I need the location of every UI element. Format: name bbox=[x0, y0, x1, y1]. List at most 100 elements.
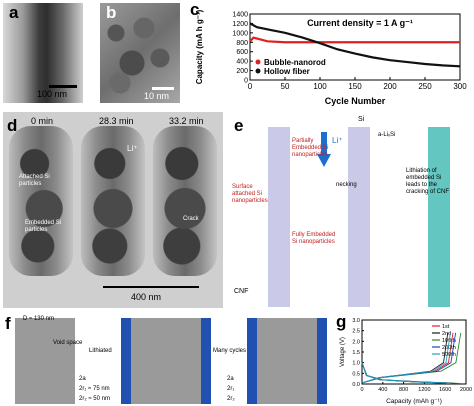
e-text-li: Li⁺ bbox=[332, 136, 343, 145]
x-tick-label: 200 bbox=[383, 82, 397, 91]
tem-frame-2 bbox=[153, 126, 217, 276]
legend-marker bbox=[255, 59, 261, 65]
panel-c-capacity-chart: c 0 50 100 150 200 250 300 0 200 400 600 800 1000 120… bbox=[190, 0, 474, 108]
annot-embedded: Embedded Si particles bbox=[25, 220, 62, 233]
panel-b-tem-image: b 10 nm bbox=[100, 3, 180, 103]
legend-label: Bubble-nanorod bbox=[264, 58, 326, 67]
panel-g-voltage-chart: g 0 400 800 1200 1600 2000 0.0 0.5 1.0 1.5 2.0 2.5 3… bbox=[336, 312, 474, 406]
x-axis-label: Capacity (mAh g⁻¹) bbox=[386, 398, 442, 405]
f-text: 2r₁ ≈ 75 nm bbox=[79, 386, 110, 392]
x-tick-label: 300 bbox=[453, 82, 467, 91]
f-text: Void space bbox=[53, 340, 83, 346]
x-tick-label: 400 bbox=[378, 387, 387, 393]
y-tick-label: 1200 bbox=[232, 21, 248, 28]
x-axis-label: Cycle Number bbox=[325, 96, 386, 106]
panel-label-e: e bbox=[234, 116, 244, 135]
capacity-chart-svg: 0 50 100 150 200 250 3000200400600800100012001… bbox=[195, 9, 467, 106]
series-line-1 bbox=[249, 22, 461, 68]
legend-label: 500th bbox=[442, 352, 456, 358]
e-text-necking: necking bbox=[336, 182, 357, 188]
x-tick-label: 0 bbox=[248, 82, 253, 91]
series-line-0 bbox=[249, 36, 460, 44]
e-text-fully: Fully Embedded Si nanoparticles bbox=[292, 232, 336, 245]
schematic-e-svg bbox=[268, 127, 450, 307]
y-tick-label: 1000 bbox=[232, 30, 248, 37]
y-tick-label: 0.0 bbox=[352, 382, 360, 388]
panel-label-d: d bbox=[7, 116, 18, 135]
panel-label-b: b bbox=[106, 3, 117, 22]
e-text-surface: Surface attached Si nanoparticles bbox=[232, 184, 268, 204]
x-tick-label: 1200 bbox=[418, 387, 430, 393]
f-box-1 bbox=[15, 318, 75, 404]
time-label: 33.2 min bbox=[169, 116, 204, 126]
tem-frame-1 bbox=[81, 126, 145, 276]
y-tick-label: 1.5 bbox=[352, 350, 360, 356]
y-tick-label: 2.5 bbox=[352, 329, 360, 335]
x-tick-label: 100 bbox=[313, 82, 327, 91]
scale-bar bbox=[103, 286, 199, 288]
x-tick-label: 150 bbox=[348, 82, 362, 91]
f-box-2-inner bbox=[131, 318, 201, 404]
y-tick-label: 600 bbox=[236, 49, 248, 56]
tem-frame-0 bbox=[9, 126, 73, 276]
x-tick-label: 0 bbox=[360, 387, 363, 393]
y-tick-label: 2.0 bbox=[352, 339, 360, 345]
voltage-chart-svg: 0 400 800 1200 1600 2000 0.0 0.5 1.0 1.5 2.0 2.5 3.0… bbox=[340, 318, 472, 405]
y-tick-label: 400 bbox=[236, 59, 248, 66]
y-tick-label: 1400 bbox=[232, 12, 248, 19]
legend-label: 1st bbox=[442, 324, 450, 330]
discharge-curve-1 bbox=[361, 362, 448, 385]
panel-label-c: c bbox=[190, 0, 200, 19]
f-text: 2a bbox=[79, 376, 86, 382]
e-text-lithiation: Lithiation of embedded Si leads to the c… bbox=[406, 168, 450, 195]
chart-title: Current density = 1 A g⁻¹ bbox=[307, 18, 413, 28]
legend-label: 200th bbox=[442, 345, 456, 351]
x-tick-label: 2000 bbox=[460, 387, 472, 393]
annot-attached: Attached Si particles bbox=[19, 174, 50, 187]
f-text: 2a bbox=[227, 376, 234, 382]
scale-bar bbox=[49, 85, 77, 88]
annot-crack: Crack bbox=[183, 216, 199, 222]
x-tick-label: 1600 bbox=[439, 387, 451, 393]
e-text-si: Si bbox=[358, 116, 365, 123]
e-text-partial: Partially Embedded Si nanoparticles bbox=[292, 138, 329, 158]
panel-d-in-situ-tem: d 0 min 28.3 min 33.2 min Attached Si pa… bbox=[3, 112, 223, 308]
x-tick-label: 800 bbox=[399, 387, 408, 393]
charge-curve-4 bbox=[361, 332, 451, 384]
f-text: Lithiated bbox=[89, 348, 112, 354]
legend-marker bbox=[255, 68, 261, 74]
f-text: 2r₂ bbox=[227, 396, 235, 402]
y-tick-label: 1.0 bbox=[352, 361, 360, 367]
scale-label: 400 nm bbox=[131, 292, 162, 302]
y-axis-label: Voltage (V) bbox=[340, 337, 346, 367]
y-tick-label: 200 bbox=[236, 68, 248, 75]
e-text-cnf: CNF bbox=[234, 288, 249, 295]
f-text: D ≈ 130 nm bbox=[23, 316, 54, 322]
y-tick-label: 3.0 bbox=[352, 318, 360, 324]
time-label: 28.3 min bbox=[99, 116, 134, 126]
time-label: 0 min bbox=[31, 116, 54, 126]
y-tick-label: 0.5 bbox=[352, 371, 360, 377]
y-tick-label: 0 bbox=[244, 78, 248, 85]
x-tick-label: 250 bbox=[418, 82, 432, 91]
y-axis-label: Capacity (mA h g⁻¹) bbox=[195, 9, 204, 84]
scale-bar bbox=[152, 87, 174, 90]
panel-f-schematic: f D ≈ 130 nm Void space Lithiated Many c… bbox=[3, 314, 333, 406]
panel-label-g: g bbox=[336, 312, 347, 331]
discharge-curve-4 bbox=[361, 362, 451, 385]
f-text: Many cycles bbox=[213, 348, 247, 354]
f-box-3-inner bbox=[257, 318, 317, 404]
scale-label: 100 nm bbox=[37, 89, 68, 99]
legend-label: Hollow fiber bbox=[264, 67, 310, 76]
f-text: 2r₂ ≈ 50 nm bbox=[79, 396, 110, 402]
panel-a-tem-image: a 100 nm bbox=[3, 3, 83, 103]
panel-label-f: f bbox=[5, 314, 11, 333]
scale-label: 10 nm bbox=[144, 91, 170, 101]
e-text-alisi: a-LiₓSi bbox=[378, 132, 396, 138]
legend-label: 2nd bbox=[442, 331, 451, 337]
panel-e-schematic: e Surface attached Si nanoparticles Part… bbox=[228, 112, 472, 308]
x-tick-label: 50 bbox=[281, 82, 290, 91]
y-tick-label: 800 bbox=[236, 40, 248, 47]
panel-label-a: a bbox=[9, 3, 19, 22]
f-text: 2r₁ bbox=[227, 386, 235, 392]
